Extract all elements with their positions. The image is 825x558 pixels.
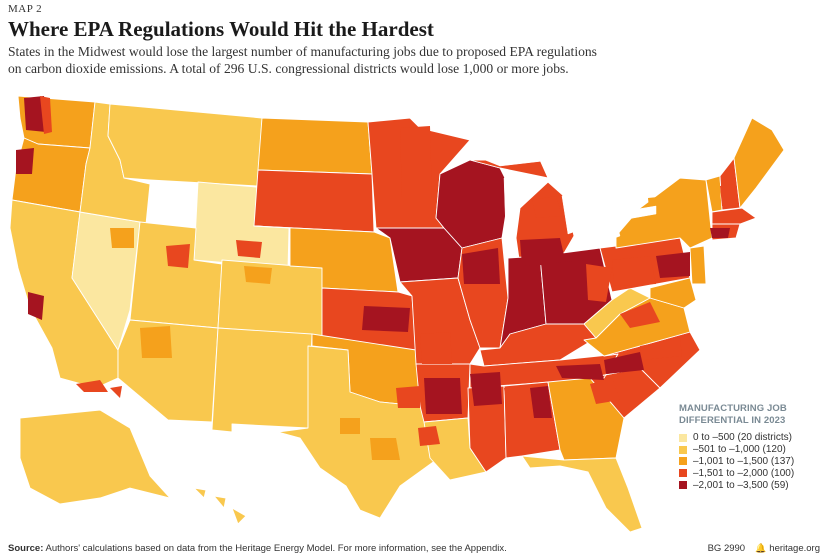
map-legend: MANUFACTURING JOB DIFFERENTIAL IN 2023 0… (679, 403, 819, 491)
district-cluster (110, 386, 122, 398)
district-cluster (396, 386, 420, 408)
district-cluster (470, 372, 502, 406)
district-cluster (76, 380, 108, 392)
state-ma (711, 207, 757, 225)
legend-item: –1,001 to –1,500 (137) (679, 456, 819, 468)
lake-ontario (619, 205, 657, 221)
district-cluster (590, 378, 620, 404)
source-note: Source: Authors' calculations based on d… (8, 543, 818, 554)
district-cluster (400, 126, 432, 198)
district-cluster (370, 438, 400, 460)
district-cluster (340, 418, 360, 434)
legend-swatch (679, 457, 687, 466)
district-cluster (720, 184, 736, 206)
district-cluster (542, 260, 590, 314)
report-id: BG 2990 (707, 543, 746, 554)
district-cluster (504, 388, 532, 418)
district-cluster (362, 306, 410, 332)
district-cluster (532, 196, 562, 218)
site-url: heritage.org (769, 543, 820, 554)
legend-item: –2,001 to –3,500 (59) (679, 479, 819, 491)
legend-item-label: –501 to –1,000 (120) (693, 444, 786, 456)
legend-item-label: –2,001 to –3,500 (59) (693, 479, 789, 491)
map-number-label: MAP 2 (8, 3, 43, 15)
map-subtitle: States in the Midwest would lose the lar… (8, 44, 597, 76)
footer-branding: BG 2990 🔔 heritage.org (708, 543, 820, 554)
district-cluster (110, 228, 134, 248)
district-cluster (418, 426, 440, 446)
legend-title-line-1: MANUFACTURING JOB (679, 403, 787, 414)
source-text: Authors' calculations based on data from… (43, 543, 507, 554)
legend-title: MANUFACTURING JOB DIFFERENTIAL IN 2023 (679, 403, 819, 426)
district-cluster (40, 96, 52, 134)
district-cluster (530, 386, 552, 418)
state-ak (19, 409, 171, 505)
state-or (11, 137, 91, 213)
district-cluster (612, 256, 656, 286)
lake-michigan (503, 175, 517, 239)
district-cluster (166, 244, 190, 268)
state-hi (193, 487, 247, 525)
liberty-bell-icon: 🔔 (755, 543, 767, 553)
legend-swatch (679, 445, 687, 454)
district-cluster (420, 332, 452, 364)
lake-erie (579, 227, 621, 249)
district-cluster (710, 228, 730, 238)
legend-swatch (679, 433, 687, 442)
district-cluster (656, 252, 690, 278)
district-cluster (604, 352, 644, 374)
state-fl (521, 455, 643, 533)
legend-swatch (679, 481, 687, 490)
state-nj (689, 245, 707, 285)
legend-item: –1,501 to –2,000 (100) (679, 467, 819, 479)
district-cluster (16, 148, 34, 174)
lake-huron (561, 191, 585, 235)
district-cluster (556, 364, 604, 380)
great-lakes (469, 149, 657, 249)
state-nd (257, 117, 373, 175)
district-cluster (244, 266, 272, 284)
district-cluster (620, 302, 660, 328)
legend-item: 0 to –500 (20 districts) (679, 432, 819, 444)
state-md (649, 277, 697, 309)
states-layer (9, 95, 785, 533)
us-district-map (0, 88, 825, 533)
legend-swatch (679, 469, 687, 478)
district-cluster (462, 248, 500, 284)
state-mt (107, 103, 263, 187)
district-cluster (140, 326, 172, 358)
legend-title-line-2: DIFFERENTIAL IN 2023 (679, 414, 786, 426)
state-sd (253, 169, 375, 233)
district-cluster (560, 408, 600, 432)
lake-superior (469, 149, 553, 167)
district-cluster (520, 238, 566, 266)
district-cluster (236, 240, 262, 258)
district-cluster (24, 96, 46, 132)
state-me (733, 117, 785, 209)
legend-item-label: –1,501 to –2,000 (100) (693, 467, 795, 479)
map-title: Where EPA Regulations Would Hit the Hard… (8, 17, 434, 41)
legend-item-label: –1,001 to –1,500 (137) (693, 455, 795, 467)
district-cluster (424, 378, 462, 414)
district-cluster (586, 264, 612, 302)
state-nm (211, 327, 313, 433)
us-map-svg (9, 95, 785, 533)
legend-item-label: 0 to –500 (20 districts) (693, 432, 792, 444)
source-key: Source: (8, 543, 44, 554)
legend-item: –501 to –1,000 (120) (679, 444, 819, 456)
district-cluster (28, 292, 44, 320)
district-cluster (640, 338, 682, 360)
